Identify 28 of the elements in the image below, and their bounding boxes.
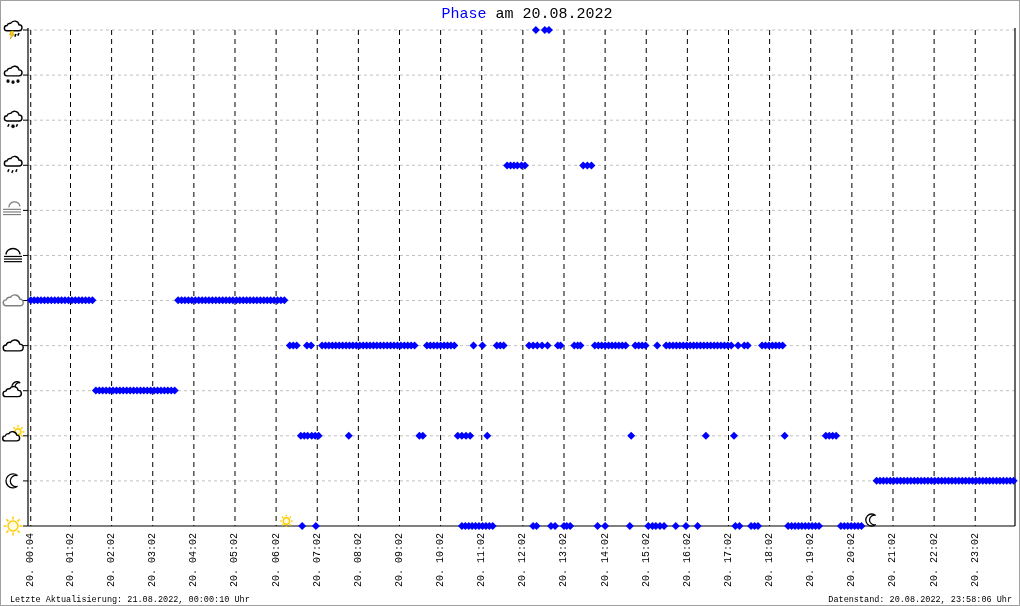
x-tick-label: 20. 01:02 bbox=[65, 533, 76, 588]
x-tick-label: 20. 03:02 bbox=[147, 533, 159, 588]
text: Phase bbox=[441, 6, 496, 23]
x-tick-label: 20. 02:02 bbox=[106, 533, 118, 588]
x-tick-label: 20. 09:02 bbox=[394, 533, 405, 588]
x-tick-label: 20. 19:02 bbox=[805, 533, 817, 588]
text: Datenstand: 20.08.2022, 23:58:06 Uhr bbox=[828, 595, 1012, 605]
x-tick-label: 20. 17:02 bbox=[723, 533, 734, 588]
x-tick-label: 20. 08:02 bbox=[352, 533, 364, 588]
x-tick-label: 20. 10:02 bbox=[435, 533, 447, 588]
x-tick-label: 20. 11:02 bbox=[476, 533, 488, 588]
text: Letzte Aktualisierung: 21.08.2022, 00:00:10 Uhr bbox=[10, 595, 250, 605]
x-tick-label: 20. 23:02 bbox=[969, 533, 981, 588]
x-tick-label: 20. 22:02 bbox=[928, 533, 940, 588]
x-tick-label: 20. 21:02 bbox=[887, 533, 899, 588]
x-tick-label: 20. 05:02 bbox=[229, 533, 241, 588]
x-tick-label: 20. 12:02 bbox=[517, 533, 529, 588]
x-tick-label: 20. 13:02 bbox=[558, 533, 570, 588]
x-tick-label: 20. 14:02 bbox=[599, 533, 611, 588]
x-tick-label: 20. 00:04 bbox=[25, 533, 37, 588]
x-tick-label: 20. 15:02 bbox=[640, 533, 652, 588]
x-tick-label: 20. 16:02 bbox=[681, 533, 693, 588]
x-tick-label: 20. 20:02 bbox=[846, 533, 858, 588]
chart-title: am 20.08.2022 bbox=[495, 6, 613, 23]
x-tick-label: 20. 04:02 bbox=[188, 533, 200, 588]
x-tick-label: 20. 06:02 bbox=[270, 533, 282, 588]
x-tick-label: 20. 18:02 bbox=[764, 533, 776, 588]
x-tick-label: 20. 07:02 bbox=[311, 533, 323, 588]
